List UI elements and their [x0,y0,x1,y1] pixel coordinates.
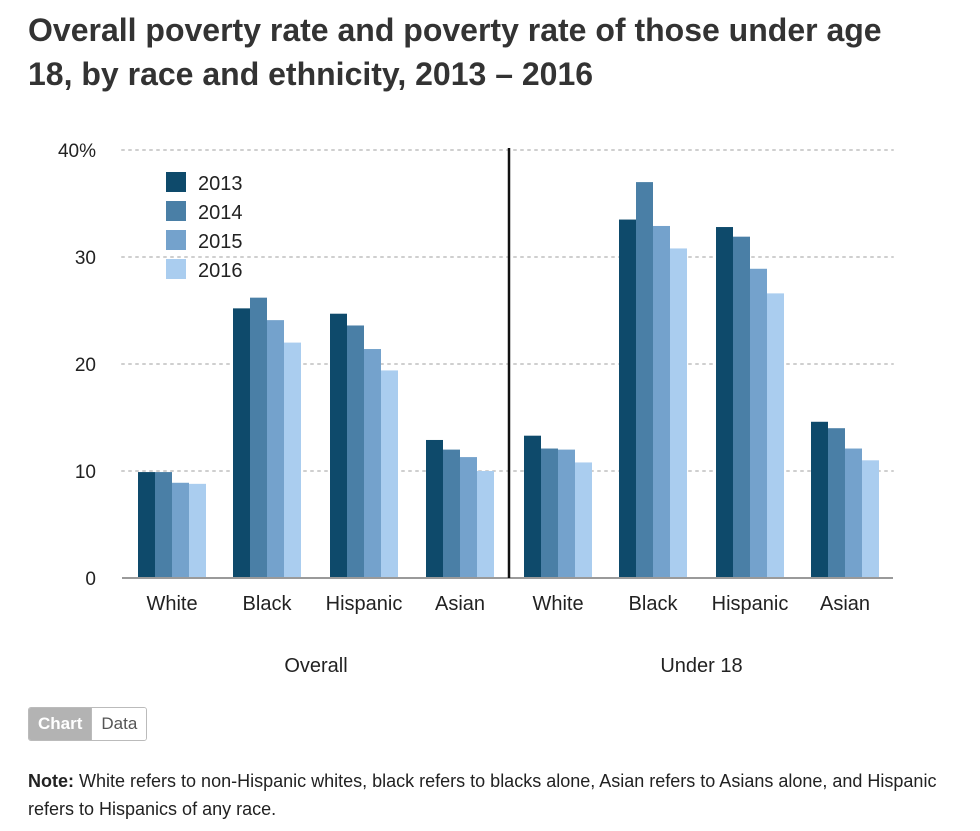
legend-label: 2015 [198,231,243,253]
bar-under-18-white-2013 [524,435,541,578]
bar-under-18-asian-2014 [828,428,845,578]
chart-tab-button[interactable]: Chart [29,708,92,740]
bar-overall-black-2015 [267,320,284,578]
data-tab-button[interactable]: Data [91,708,147,740]
bar-overall-hispanic-2016 [381,370,398,578]
bar-chart: 0 10 20 30 40% White Black Hispanic Asian Overall… [58,141,894,677]
bar-overall-hispanic-2014 [347,325,364,578]
category-label: White [146,593,197,615]
y-tick-label: 10 [75,462,96,483]
chart-note: Note: White refers to non-Hispanic white… [28,767,958,823]
bar-overall-white-2013 [138,472,155,578]
legend-swatch [166,259,186,279]
bar-under-18-white-2015 [558,449,575,578]
bar-overall-asian-2013 [426,439,443,578]
bar-overall-black-2013 [233,308,250,578]
view-toggle: Chart Data [28,707,148,741]
bar-under-18-asian-2015 [845,448,862,578]
y-tick-label: 20 [75,355,96,376]
bar-under-18-white-2016 [575,462,592,578]
category-label: Hispanic [326,593,403,615]
category-label: Black [629,593,679,615]
category-label: Hispanic [712,593,789,615]
group-label: Under 18 [660,655,742,677]
bar-under-18-hispanic-2016 [767,293,784,578]
legend-label: 2013 [198,173,243,195]
bar-overall-black-2016 [284,342,301,578]
bar-overall-white-2015 [172,482,189,578]
category-label: Black [243,593,293,615]
bar-overall-white-2014 [155,472,172,578]
bar-under-18-hispanic-2015 [750,268,767,578]
note-text: White refers to non-Hispanic whites, bla… [28,771,937,819]
bar-under-18-hispanic-2013 [716,227,733,578]
category-label: White [532,593,583,615]
bar-under-18-black-2014 [636,182,653,578]
bar-under-18-black-2013 [619,219,636,579]
bar-under-18-hispanic-2014 [733,236,750,579]
chart-area: 0 10 20 30 40% White Black Hispanic Asian Overall… [0,120,980,690]
bar-overall-white-2016 [189,483,206,578]
y-tick-label: 30 [75,248,96,269]
legend-label: 2014 [198,202,243,224]
chart-title: Overall poverty rate and poverty rate of… [28,12,882,92]
legend-label: 2016 [198,260,243,282]
category-label: Asian [435,593,485,615]
bar-overall-black-2014 [250,297,267,578]
group-label: Overall [284,655,347,677]
legend-swatch [166,201,186,221]
bar-overall-asian-2014 [443,449,460,578]
bar-overall-asian-2015 [460,457,477,578]
bar-overall-hispanic-2013 [330,313,347,578]
legend-swatch [166,230,186,250]
bar-under-18-black-2016 [670,248,687,578]
bar-under-18-white-2014 [541,448,558,578]
bar-under-18-asian-2016 [862,460,879,578]
bar-under-18-black-2015 [653,225,670,578]
bar-under-18-asian-2013 [811,421,828,578]
y-tick-label: 40% [58,141,96,162]
bar-overall-asian-2016 [477,471,494,578]
y-tick-label: 0 [85,569,96,590]
legend-swatch [166,172,186,192]
bar-overall-hispanic-2015 [364,349,381,578]
note-label: Note: [28,771,74,791]
category-label: Asian [820,593,870,615]
